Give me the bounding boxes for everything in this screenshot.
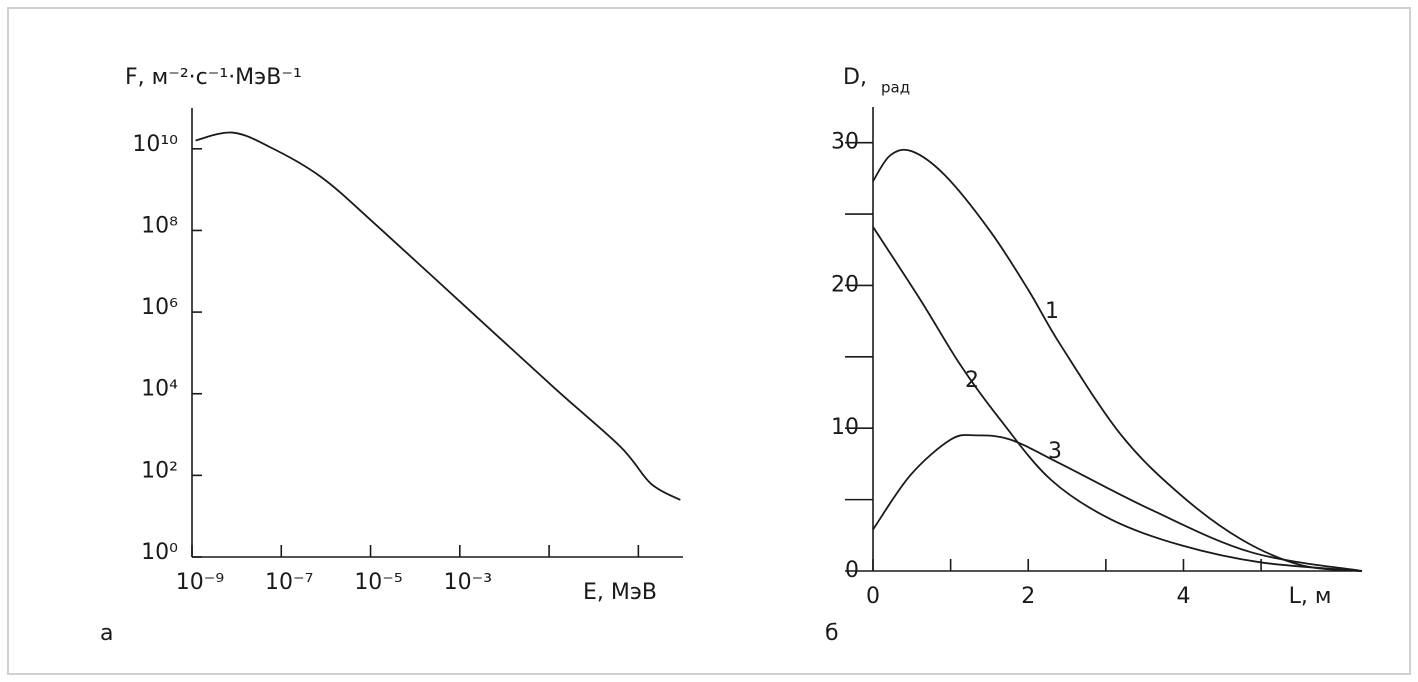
y-tick-label: 0 bbox=[845, 558, 859, 583]
x-tick-label: 0 bbox=[866, 584, 880, 609]
y-tick-label: 20 bbox=[831, 272, 859, 297]
curve-label: 2 bbox=[965, 368, 979, 393]
x-axis-title: L, м bbox=[1289, 584, 1332, 609]
x-tick-label: 10⁻⁹ bbox=[176, 570, 224, 595]
curve-label: 3 bbox=[1048, 439, 1062, 464]
x-tick-label: 10⁻⁵ bbox=[354, 570, 402, 595]
y-tick-label: 30 bbox=[831, 130, 859, 155]
x-tick-label: 4 bbox=[1176, 584, 1190, 609]
curve bbox=[872, 148, 1363, 572]
y-axis-title: D, bbox=[843, 65, 867, 90]
y-tick-label: 10 bbox=[831, 415, 859, 440]
y-tick-label: 10⁰ bbox=[141, 540, 178, 565]
curve-label: 1 bbox=[1045, 299, 1059, 324]
plot-area bbox=[192, 108, 683, 557]
y-axis-unit: рад bbox=[881, 79, 910, 97]
curve bbox=[872, 434, 1363, 572]
panel-label: б bbox=[825, 621, 839, 646]
y-tick-label: 10¹⁰ bbox=[132, 132, 178, 157]
x-tick-label: 10⁻⁷ bbox=[265, 570, 313, 595]
panel-label: а bbox=[100, 621, 113, 646]
y-tick-label: 10⁶ bbox=[141, 295, 178, 320]
x-axis-title: E, МэВ bbox=[583, 580, 657, 605]
curve bbox=[195, 131, 681, 501]
y-axis-title: F, м⁻²·с⁻¹·МэВ⁻¹ bbox=[125, 65, 302, 90]
x-tick-label: 2 bbox=[1021, 584, 1035, 609]
x-tick-label: 10⁻³ bbox=[444, 570, 492, 595]
y-tick-label: 10⁸ bbox=[141, 213, 178, 238]
curve bbox=[872, 226, 1363, 572]
y-tick-label: 10⁴ bbox=[141, 377, 178, 402]
y-tick-label: 10² bbox=[141, 458, 178, 483]
